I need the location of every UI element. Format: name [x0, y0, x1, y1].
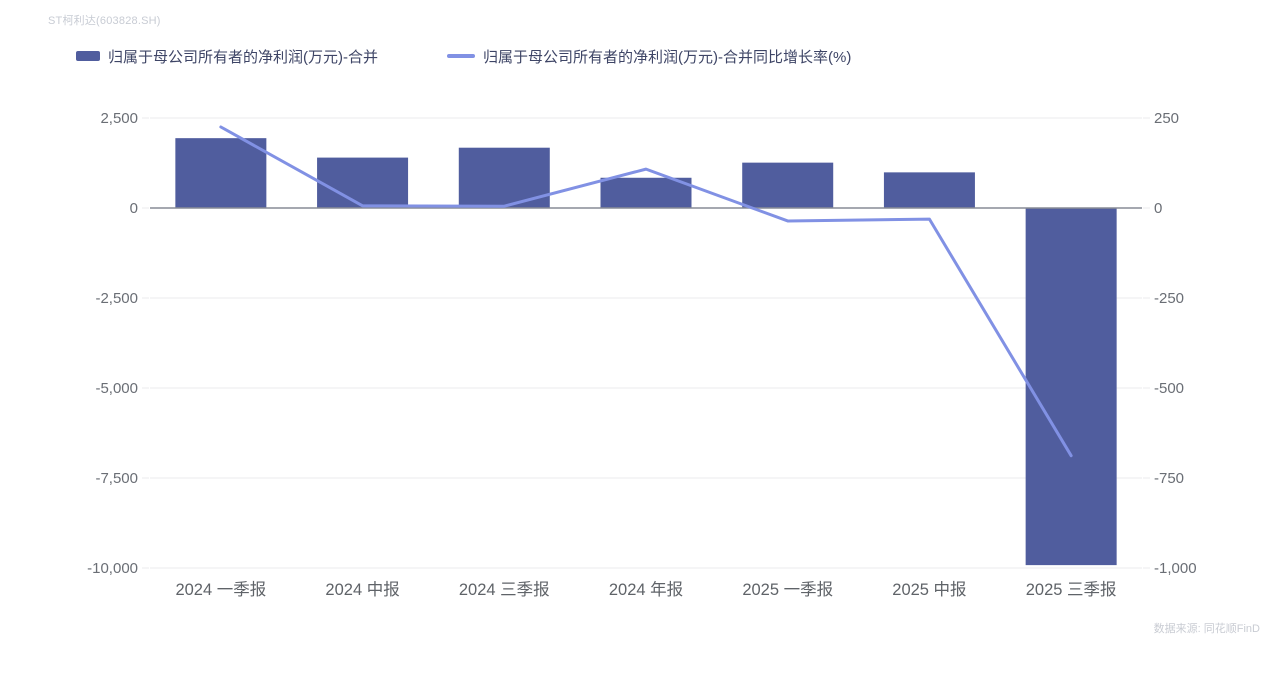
bar-3[interactable]	[600, 177, 692, 208]
y-axis-right-label-250: 250	[1154, 110, 1179, 127]
y-axis-left-label--7500: -7,500	[95, 470, 138, 487]
line-series-swatch-icon	[447, 54, 475, 58]
x-axis-label-0: 2024 一季报	[175, 580, 266, 599]
y-axis-right-label--750: -750	[1154, 470, 1184, 487]
bar-5[interactable]	[883, 172, 975, 208]
x-axis-label-2: 2024 三季报	[459, 580, 550, 599]
y-axis-right-label--1000: -1,000	[1154, 560, 1197, 577]
bar-series-swatch-icon	[76, 51, 100, 61]
y-axis-right-label-0: 0	[1154, 200, 1162, 217]
bar-1[interactable]	[317, 157, 409, 208]
legend-label-growth-rate: 归属于母公司所有者的净利润(万元)-合并同比增长率(%)	[483, 48, 852, 66]
bar-0[interactable]	[175, 138, 267, 208]
legend-label-net-profit: 归属于母公司所有者的净利润(万元)-合并	[108, 48, 378, 66]
y-axis-right-label--500: -500	[1154, 380, 1184, 397]
x-axis-label-4: 2025 一季报	[742, 580, 833, 599]
y-axis-left-label--2500: -2,500	[95, 290, 138, 307]
legend-item-growth-rate[interactable]: 归属于母公司所有者的净利润(万元)-合并同比增长率(%)	[447, 46, 851, 66]
y-axis-left-label-0: 0	[130, 200, 138, 217]
x-axis-label-1: 2024 中报	[325, 580, 399, 599]
x-axis-label-3: 2024 年报	[609, 580, 683, 599]
y-axis-left-label--10000: -10,000	[87, 560, 138, 577]
y-axis-left-label--5000: -5,000	[95, 380, 138, 397]
bar-4[interactable]	[742, 162, 834, 208]
stock-title: ST柯利达(603828.SH)	[48, 15, 161, 27]
y-axis-left-label-2500: 2,500	[100, 110, 138, 127]
legend-item-net-profit[interactable]: 归属于母公司所有者的净利润(万元)-合并	[76, 46, 378, 66]
x-axis-label-5: 2025 中报	[892, 580, 966, 599]
growth-rate-line[interactable]	[219, 125, 1073, 458]
x-axis-label-6: 2025 三季报	[1026, 580, 1117, 599]
y-axis-right-label--250: -250	[1154, 290, 1184, 307]
bar-6[interactable]	[1025, 208, 1117, 566]
data-source-label: 数据来源: 同花顺FinD	[1153, 623, 1260, 635]
